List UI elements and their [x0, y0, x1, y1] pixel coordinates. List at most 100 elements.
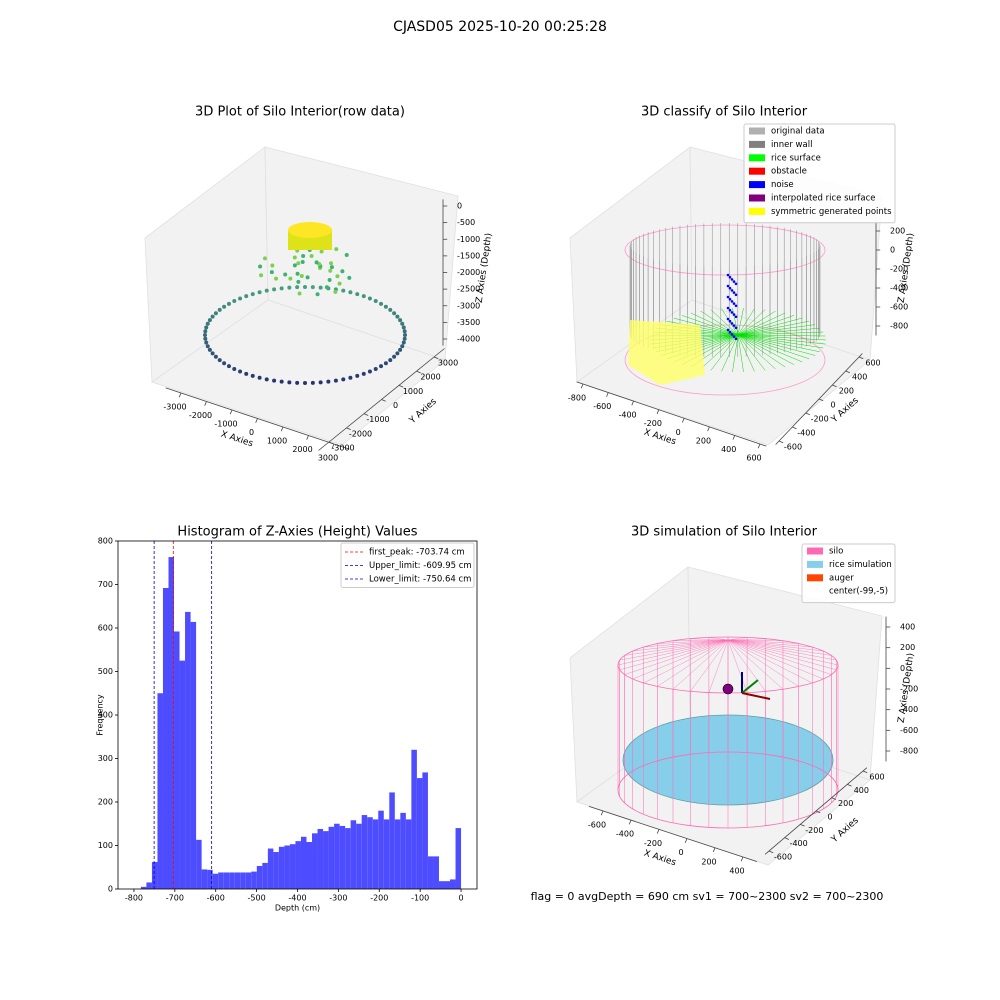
- scatter-point: [392, 311, 397, 316]
- silo-roof: [672, 639, 729, 690]
- scatter-point: [344, 252, 349, 257]
- z-tick-label: -200: [900, 685, 918, 694]
- silo-roof: [672, 639, 729, 641]
- scatter-point: [279, 379, 284, 384]
- scatter-point: [213, 354, 218, 359]
- histogram-bar: [234, 872, 241, 889]
- y-tick-label: 400: [854, 786, 869, 795]
- x-tick: [656, 409, 660, 415]
- x-tick: [606, 392, 609, 397]
- y-tick-label: -200: [805, 826, 823, 835]
- scatter-point: [388, 307, 393, 312]
- rice-ray: [737, 334, 810, 360]
- noise-point: [728, 308, 732, 312]
- z-tick-label: -600: [890, 303, 908, 312]
- y-tick-label: 700: [98, 580, 113, 589]
- legend-label: noise: [771, 180, 794, 190]
- legend-box: [743, 123, 896, 224]
- scatter-point: [402, 329, 407, 334]
- scatter-point: [301, 253, 306, 258]
- silo-outline: [624, 324, 826, 396]
- legend-swatch: [807, 560, 823, 568]
- y-tick-label: 200: [839, 387, 854, 396]
- legend-label: interpolated rice surface: [771, 194, 876, 204]
- rice-ray: [737, 334, 776, 370]
- silo-roof: [727, 639, 766, 692]
- legend-label: center(-99,-5): [829, 587, 888, 597]
- x-tick: [712, 847, 716, 853]
- histogram-bar: [151, 862, 158, 889]
- silo-roof: [619, 639, 729, 671]
- legend-swatch: [749, 207, 765, 215]
- scatter-point: [250, 373, 255, 378]
- histogram-bar: [179, 660, 186, 889]
- scatter-point: [232, 299, 237, 304]
- x-tick-label: -200: [644, 839, 662, 848]
- x-tick: [229, 409, 233, 415]
- scatter-point: [274, 276, 279, 281]
- silo-roof: [727, 639, 799, 687]
- histogram-bar: [334, 823, 340, 889]
- silo-roof: [727, 637, 748, 641]
- scatter-point: [238, 369, 243, 374]
- noise-point: [734, 293, 738, 297]
- rice-ray: [737, 334, 824, 349]
- histogram-bar: [433, 856, 439, 889]
- rice-ray: [737, 334, 766, 371]
- scatter-point: [367, 296, 372, 301]
- rice-ray: [737, 334, 820, 353]
- z-tick-label: 0: [457, 202, 462, 211]
- rice-ray: [710, 334, 739, 371]
- histogram-bar: [174, 631, 180, 889]
- rice-ray: [737, 312, 786, 336]
- scatter-point: [207, 347, 212, 352]
- histogram-bar: [185, 611, 191, 889]
- histogram-bar: [207, 869, 213, 889]
- histogram-bar: [405, 819, 412, 889]
- legend-label: Upper_limit: -609.95 cm: [369, 561, 472, 571]
- legend-label: original data: [771, 127, 825, 137]
- rice-ray: [737, 308, 744, 336]
- y-tick: [784, 837, 790, 840]
- histogram-bar: [212, 873, 219, 889]
- x-tick-label: -2000: [189, 411, 212, 420]
- scatter-point: [296, 261, 301, 266]
- scatter-point: [395, 351, 400, 356]
- scatter-point: [402, 336, 407, 341]
- rice-ray: [737, 331, 824, 336]
- histogram-bar: [383, 819, 390, 889]
- x-tick-label: -400: [618, 411, 636, 420]
- scatter-point: [272, 378, 277, 383]
- noise-point: [730, 289, 734, 292]
- scatter-point: [303, 285, 307, 289]
- x-tick-label: -600: [588, 821, 606, 830]
- x-tick: [178, 392, 182, 398]
- legend-label: first_peak: -703.74 cm: [369, 548, 465, 558]
- y-tick-label: 400: [98, 711, 113, 720]
- y-tick: [433, 356, 439, 360]
- scatter-point: [401, 340, 406, 345]
- histogram-bar: [306, 842, 313, 889]
- histogram-bar: [394, 819, 401, 889]
- noise-point: [732, 280, 736, 283]
- rice-ray: [681, 315, 739, 336]
- scatter-point: [262, 256, 267, 261]
- y-tick-label: 1000: [403, 387, 423, 396]
- noise-point: [730, 322, 734, 325]
- symmetric-block: [628, 320, 705, 385]
- x-tick: [280, 426, 284, 432]
- silo-roof: [727, 639, 837, 661]
- scatter-point: [203, 336, 208, 341]
- rice-ray: [737, 327, 820, 336]
- histogram-bar: [345, 828, 351, 889]
- scatter-point: [400, 344, 405, 349]
- y-tick: [363, 413, 369, 416]
- x-tick-label: 0: [249, 428, 254, 437]
- histogram-bar: [251, 871, 257, 889]
- y-tick-label: 0: [827, 813, 832, 822]
- y-tick-label: -400: [790, 839, 808, 848]
- histogram-bar: [339, 825, 346, 889]
- scatter-point: [355, 292, 360, 297]
- z-tick-label: -600: [900, 726, 918, 735]
- rice-ray: [737, 310, 776, 336]
